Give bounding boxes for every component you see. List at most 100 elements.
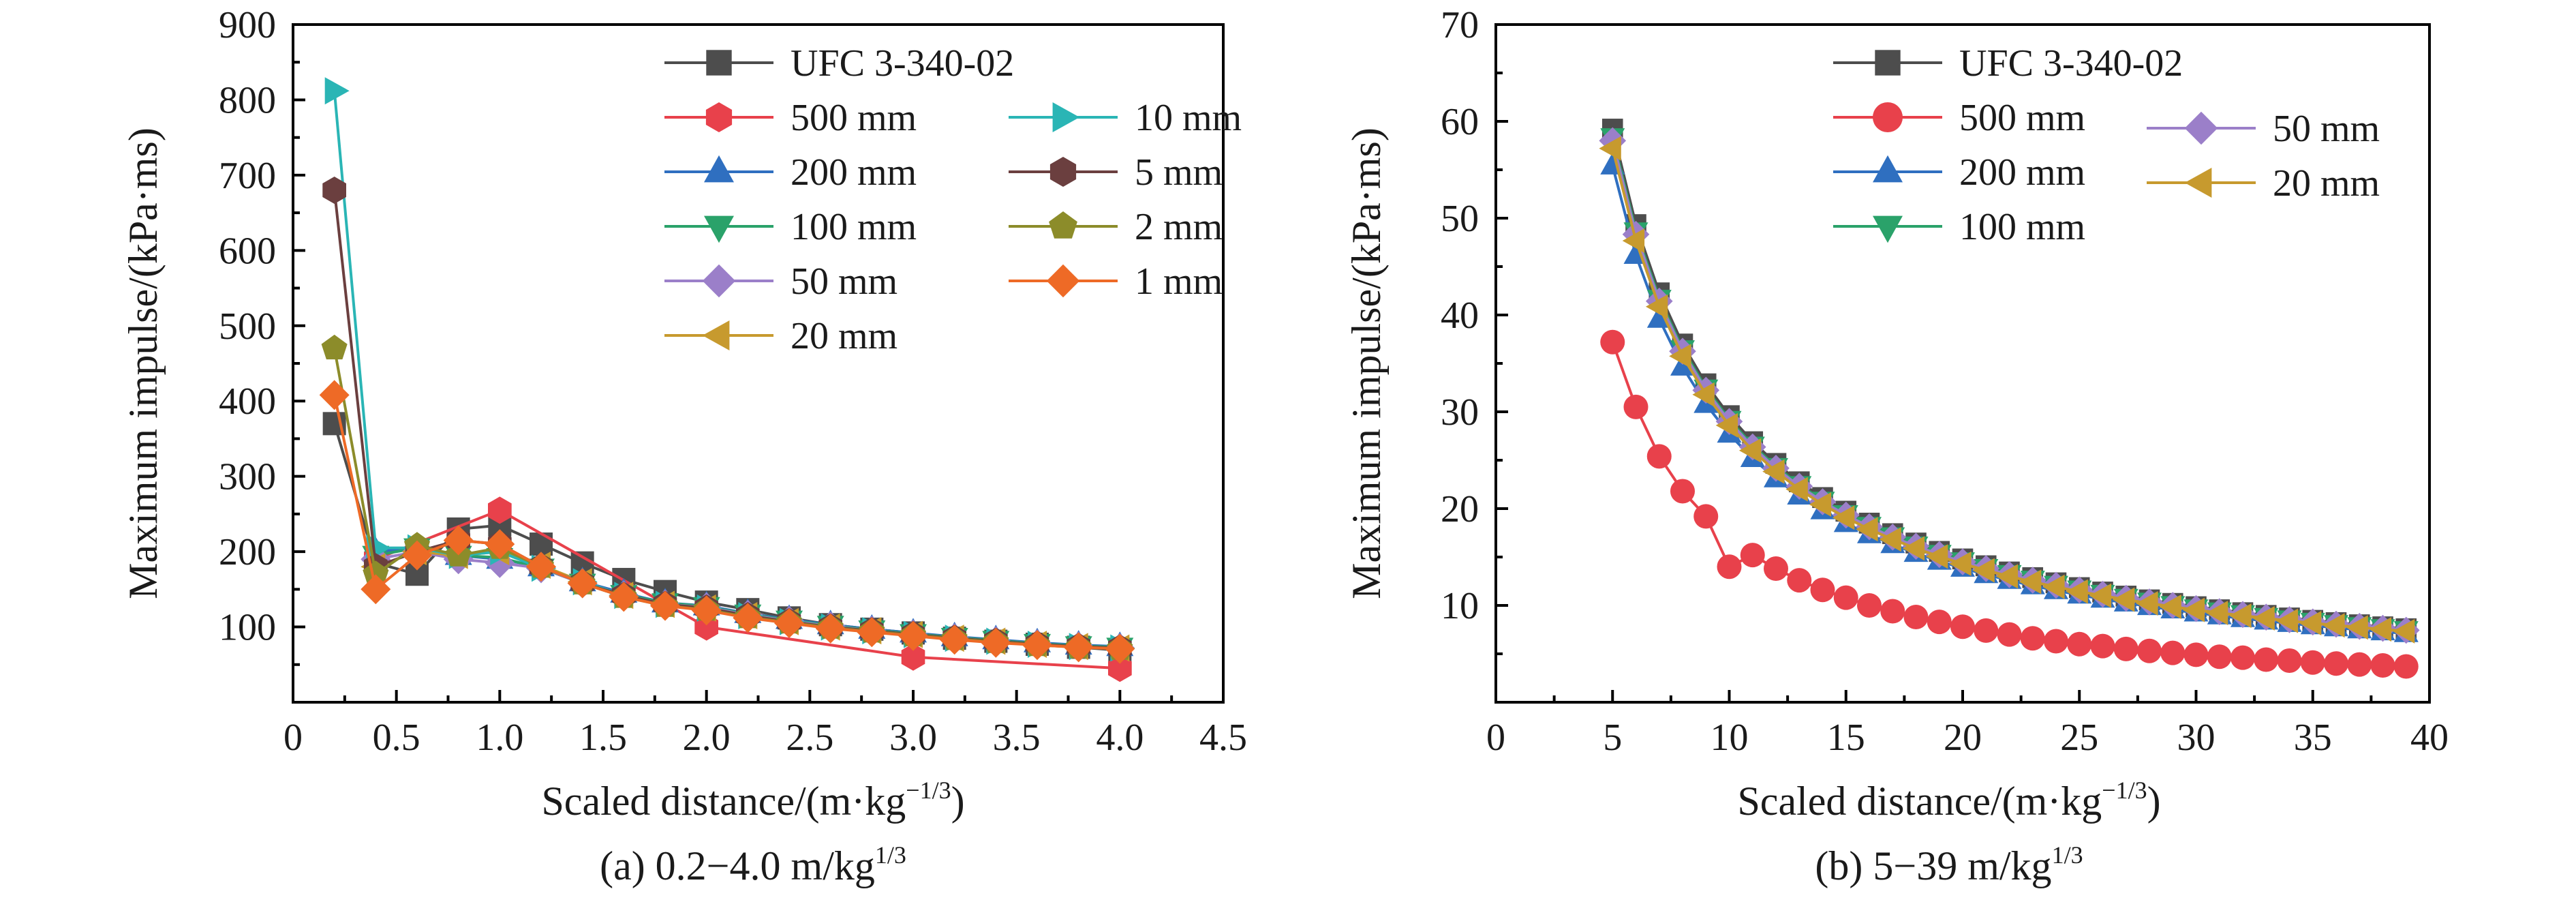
- data-point: [901, 643, 925, 671]
- data-point: [1927, 610, 1952, 635]
- legend-marker: [705, 102, 733, 132]
- x-tick-label: 3.5: [993, 717, 1041, 759]
- legend: UFC 3-340-02 500 mm 10 mm 200 mm 5 mm 100 mm 2…: [664, 42, 1242, 357]
- y-tick-label: 100: [219, 607, 276, 649]
- data-point: [2346, 615, 2368, 640]
- data-point: [1669, 344, 1691, 369]
- data-point: [1902, 536, 1925, 561]
- data-point: [2159, 595, 2181, 619]
- x-tick-label: 10: [1711, 717, 1749, 759]
- x-tick-label: 30: [2177, 717, 2215, 759]
- x-axis-title: Scaled distance/(m·kg−1/3): [1737, 777, 2160, 824]
- series-500-mm: [1600, 329, 2419, 679]
- data-point: [1810, 577, 1835, 603]
- legend-label: 500 mm: [1959, 97, 2085, 139]
- caption-main: (a) 0.2−4.0 m/kg: [600, 843, 875, 888]
- series-10-mm: [324, 77, 1135, 662]
- data-point: [321, 334, 348, 360]
- data-point: [898, 620, 928, 651]
- data-point: [319, 380, 350, 410]
- x-tick-label: 0: [283, 717, 303, 759]
- legend-label: UFC 3-340-02: [1959, 42, 2183, 85]
- series-line: [333, 190, 1120, 650]
- data-point: [1645, 294, 1668, 319]
- data-point: [2089, 583, 2112, 608]
- data-point: [1974, 618, 1999, 643]
- data-point: [1949, 551, 1972, 576]
- y-tick-label: 60: [1441, 101, 1479, 143]
- data-point: [2066, 579, 2088, 604]
- y-axis-title: Maximum impulse/(kPa·ms): [1344, 127, 1389, 599]
- data-point: [2160, 640, 2186, 665]
- y-tick-label: 30: [1441, 391, 1479, 434]
- data-point: [2252, 605, 2275, 631]
- data-point: [1833, 585, 1858, 610]
- legend-marker: [706, 50, 732, 76]
- data-point: [2067, 631, 2092, 657]
- data-point: [1646, 444, 1672, 469]
- data-point: [1693, 504, 1719, 529]
- data-point: [1880, 599, 1905, 624]
- data-point: [2207, 644, 2232, 670]
- data-point: [1857, 593, 1882, 618]
- x-axis-title-end: ): [2147, 779, 2161, 824]
- y-tick-label: 300: [219, 456, 276, 498]
- x-axis-title-sup: −1/3: [2102, 777, 2147, 804]
- legend-label: 50 mm: [2273, 108, 2380, 150]
- legend-marker: [1046, 264, 1080, 298]
- data-point: [2042, 574, 2065, 599]
- data-point: [1785, 477, 1808, 502]
- data-point: [2369, 617, 2392, 642]
- data-point: [2393, 654, 2419, 679]
- data-point: [2113, 636, 2138, 661]
- y-tick-label: 20: [1441, 488, 1479, 530]
- data-point: [361, 574, 391, 605]
- y-tick-label: 700: [219, 155, 276, 197]
- x-tick-label: 2.0: [683, 717, 731, 759]
- y-tick-label: 500: [219, 305, 276, 348]
- data-point: [2090, 633, 2115, 659]
- x-axis-title-end: ): [951, 779, 965, 824]
- legend-label: 20 mm: [2273, 162, 2380, 205]
- data-point: [650, 590, 680, 621]
- legend-label: 10 mm: [1135, 97, 1242, 139]
- legend-marker: [704, 215, 734, 243]
- data-point: [2347, 652, 2372, 677]
- data-point: [2299, 611, 2322, 635]
- y-tick-label: 800: [219, 79, 276, 121]
- data-point: [691, 595, 722, 626]
- data-point: [2324, 651, 2348, 676]
- data-point: [1108, 655, 1132, 682]
- data-point: [2275, 608, 2299, 633]
- x-tick-label: 20: [1944, 717, 1982, 759]
- legend-marker: [1049, 157, 1077, 187]
- data-point: [322, 177, 346, 204]
- data-point: [1787, 568, 1812, 593]
- caption-sup: 1/3: [875, 841, 906, 869]
- data-point: [324, 77, 350, 105]
- legend-marker: [702, 320, 730, 350]
- x-tick-label: 35: [2294, 717, 2332, 759]
- legend-marker: [2184, 168, 2212, 198]
- data-point: [2205, 601, 2228, 625]
- data-point: [1995, 564, 2019, 589]
- legend-marker: [1873, 155, 1903, 183]
- data-point: [981, 627, 1011, 658]
- data-point: [815, 613, 846, 644]
- panel-b: 0 5 10 15 20 25 30 35 40 10 20 30 40 50 60 70 Scaled dis…: [1344, 4, 2449, 888]
- series-20-mm: [1599, 136, 2415, 644]
- x-axis-title-main: Scaled distance/(m·kg: [541, 779, 906, 824]
- series-5-mm: [322, 177, 1132, 662]
- data-point: [2182, 597, 2205, 622]
- series-ufc-3-340-02: [322, 412, 1132, 662]
- data-point: [363, 560, 389, 586]
- panel-caption: (a) 0.2−4.0 m/kg1/3: [600, 841, 906, 888]
- data-point: [2019, 569, 2042, 595]
- series-line: [333, 348, 1120, 650]
- data-point: [1622, 228, 1645, 254]
- data-point: [2300, 650, 2325, 675]
- legend-label: 200 mm: [791, 151, 917, 194]
- series-1-mm: [319, 380, 1135, 664]
- data-point: [2370, 653, 2395, 678]
- data-point: [485, 529, 515, 560]
